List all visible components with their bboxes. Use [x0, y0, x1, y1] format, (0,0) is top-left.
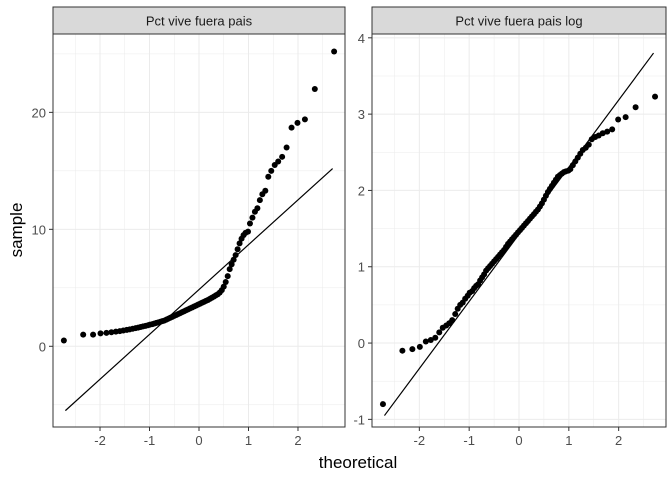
panel-border: [52, 33, 346, 428]
data-point: [427, 337, 434, 344]
data-point: [108, 329, 115, 336]
data-point: [609, 126, 616, 133]
data-point: [90, 331, 97, 338]
data-point: [262, 187, 269, 194]
x-tick-label: 1: [245, 433, 252, 448]
data-point: [632, 104, 639, 111]
y-tick-label: 20: [32, 105, 46, 120]
points: [60, 48, 338, 344]
data-point: [331, 48, 338, 55]
strip-background: [371, 6, 667, 35]
x-tick-label: -2: [94, 433, 106, 448]
data-point: [236, 240, 243, 247]
data-point: [232, 252, 239, 259]
data-point: [452, 311, 459, 318]
data-point: [256, 197, 263, 204]
reference-line-group: [64, 168, 334, 412]
data-point: [615, 116, 622, 123]
y-tick-label: 2: [358, 183, 365, 198]
data-point: [585, 141, 592, 148]
axis-ticks: -2 -1 0 1 2 -1 0 1 2 3 4: [353, 31, 622, 448]
panel-title: Pct vive fuera pais: [146, 14, 253, 29]
reference-line: [64, 168, 334, 412]
data-point: [244, 228, 251, 235]
panel-border: [371, 33, 667, 428]
x-tick-label: 0: [515, 433, 522, 448]
x-tick-label: 2: [615, 433, 622, 448]
y-tick-label: -1: [353, 412, 365, 427]
y-tick-label: 0: [358, 336, 365, 351]
gridlines: [53, 34, 345, 427]
panel-title: Pct vive fuera pais log: [455, 14, 582, 29]
x-tick-label: 0: [195, 433, 202, 448]
data-point: [288, 124, 295, 131]
data-point: [409, 346, 416, 353]
data-point: [283, 144, 290, 151]
y-tick-label: 1: [358, 260, 365, 275]
panel-pct-vive-fuera-pais-log: Pct vive fuera pais log -2 -1 0 1 2 -1 0 1 2 3 4: [353, 6, 667, 448]
data-point: [279, 153, 286, 160]
data-point: [379, 401, 386, 408]
data-point: [436, 329, 443, 336]
data-point: [230, 256, 237, 263]
x-tick-label: -2: [414, 433, 426, 448]
data-point: [249, 214, 256, 221]
data-point: [226, 266, 233, 273]
data-point: [275, 158, 282, 165]
y-tick-label: 3: [358, 107, 365, 122]
data-point: [228, 261, 235, 268]
data-point: [246, 220, 253, 227]
data-point: [224, 273, 231, 280]
gridlines: [372, 34, 666, 427]
x-tick-label: -1: [144, 433, 156, 448]
data-point: [60, 337, 67, 344]
data-point: [399, 347, 406, 354]
data-point: [265, 173, 272, 180]
y-axis-title: sample: [7, 203, 26, 258]
data-point: [220, 283, 227, 290]
x-tick-label: 2: [294, 433, 301, 448]
y-tick-label: 4: [358, 31, 365, 46]
x-axis-title: theoretical: [319, 453, 397, 472]
data-point: [311, 85, 318, 92]
data-point: [422, 338, 429, 345]
data-point: [268, 167, 275, 174]
data-point: [254, 205, 261, 212]
y-tick-label: 10: [32, 222, 46, 237]
y-tick-label: 0: [39, 339, 46, 354]
data-point: [103, 329, 110, 336]
data-point: [234, 246, 241, 253]
points: [379, 93, 659, 408]
data-point: [604, 128, 611, 135]
x-tick-label: 1: [565, 433, 572, 448]
data-point: [432, 334, 439, 341]
data-point: [97, 330, 104, 337]
data-point: [416, 343, 423, 350]
data-point: [449, 317, 456, 324]
data-point: [80, 331, 87, 338]
data-point: [222, 278, 229, 285]
strip-background: [52, 6, 346, 35]
data-point: [294, 119, 301, 126]
data-point: [301, 116, 308, 123]
data-point: [622, 114, 629, 121]
data-point: [652, 93, 659, 100]
x-tick-label: -1: [463, 433, 475, 448]
